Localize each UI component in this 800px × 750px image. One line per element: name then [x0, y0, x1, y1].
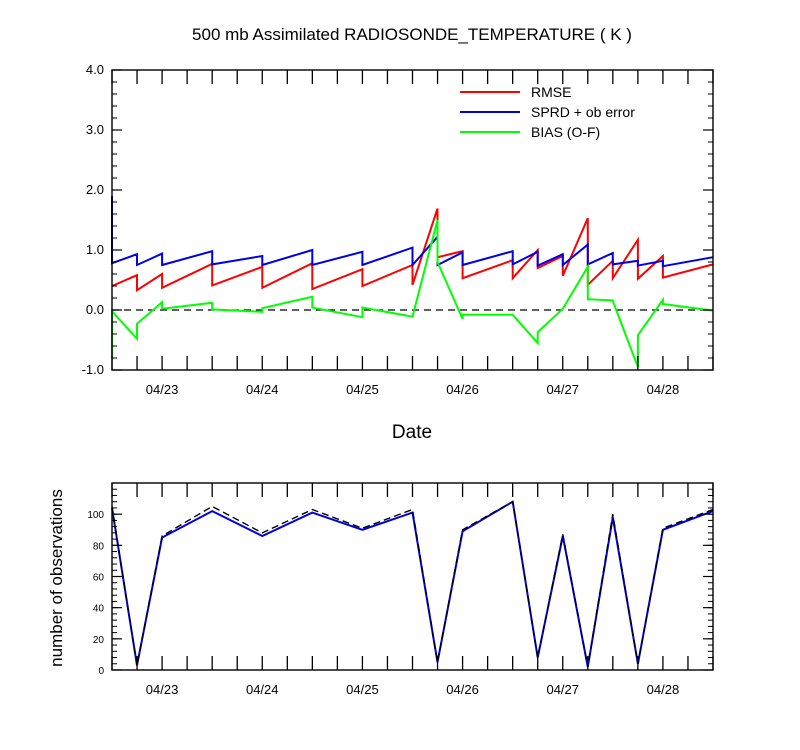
x-tick-label: 04/27	[546, 382, 579, 397]
y-tick-label: 80	[93, 541, 105, 552]
x-tick-label: 04/25	[346, 682, 379, 697]
x-tick-label: 04/26	[446, 682, 479, 697]
x-tick-label: 04/28	[647, 382, 680, 397]
y-tick-label: 0	[98, 666, 104, 677]
y-tick-label: 3.0	[86, 122, 104, 137]
bottom-series-lines	[111, 500, 714, 668]
y-tick-label: 0.0	[86, 302, 104, 317]
x-tick-label: 04/23	[146, 682, 179, 697]
x-tick-label: 04/27	[546, 682, 579, 697]
series-bias-o-f-line	[111, 219, 714, 368]
bottom-y-axis-label: number of observations	[47, 489, 66, 667]
top-axes: -1.0 0.0 1.0 2.0 3.0 4.0 04/23 04/24 04/25 04/26 0…	[82, 62, 714, 397]
y-tick-label: 60	[93, 573, 105, 584]
y-tick-label: 40	[93, 604, 105, 615]
x-tick-label: 04/26	[446, 382, 479, 397]
x-tick-label: 04/24	[246, 682, 279, 697]
chart-title: 500 mb Assimilated RADIOSONDE_TEMPERATUR…	[192, 25, 632, 44]
y-tick-label: -1.0	[82, 362, 104, 377]
y-tick-label: 100	[87, 510, 104, 521]
y-tick-label: 1.0	[86, 242, 104, 257]
legend-label: BIAS (O-F)	[531, 124, 600, 140]
legend-label: RMSE	[531, 84, 571, 100]
series-rmse-line	[111, 208, 714, 293]
top-panel: -1.0 0.0 1.0 2.0 3.0 4.0 04/23 04/24 04/25 04/26 0…	[82, 62, 714, 443]
legend-label: SPRD + ob error	[531, 104, 635, 120]
top-series-lines	[111, 196, 714, 368]
x-tick-label: 04/23	[146, 382, 179, 397]
series-available-observations-line	[111, 500, 714, 668]
legend: RMSE SPRD + ob error BIAS (O-F)	[460, 84, 635, 140]
y-tick-label: 2.0	[86, 182, 104, 197]
bottom-panel: 0 20 40 60 80 100 04/23 04/24 04/25 04/26 04/27 04/…	[47, 482, 714, 697]
series-sprd-ob-error-line	[111, 196, 714, 268]
x-tick-label: 04/24	[246, 382, 279, 397]
top-x-axis-label: Date	[392, 422, 432, 443]
bottom-axes: 0 20 40 60 80 100 04/23 04/24 04/25 04/26 04/27 04/…	[87, 482, 714, 697]
y-tick-label: 20	[93, 635, 105, 646]
y-tick-label: 4.0	[86, 62, 104, 77]
series-used-observations-line	[111, 500, 714, 668]
x-tick-label: 04/25	[346, 382, 379, 397]
x-tick-label: 04/28	[647, 682, 680, 697]
